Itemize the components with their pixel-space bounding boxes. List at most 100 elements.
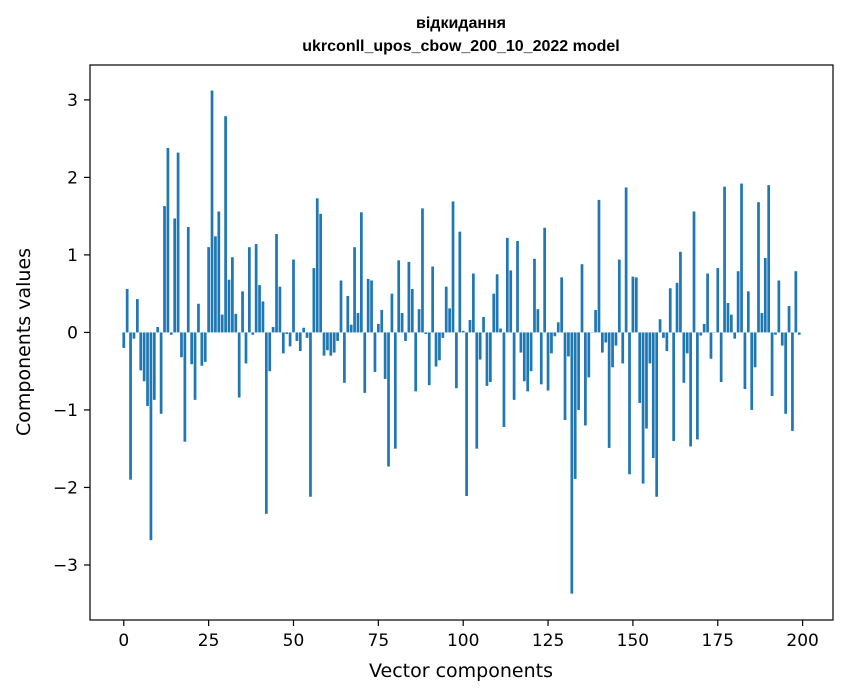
bar [305,332,309,338]
bar [349,324,353,333]
bar [692,211,696,333]
bar [261,301,265,333]
bar [696,332,699,440]
bar [679,251,682,333]
bar [346,295,350,333]
bar [139,332,143,371]
bar [746,291,750,333]
bar [645,332,648,429]
bar [546,332,550,391]
x-tick-label: 150 [617,631,649,651]
bar [298,332,302,352]
bar [631,276,635,333]
y-tick-label: 2 [67,168,78,188]
bar [163,206,166,333]
bar [682,332,686,383]
bar [709,332,713,359]
bar [360,212,363,333]
bar [424,332,428,334]
bar [356,313,360,333]
bar [570,332,574,594]
bar [763,258,767,333]
bar [702,323,706,333]
bar [380,309,384,333]
bar [135,299,139,333]
bar [315,198,319,333]
x-tick-label: 25 [198,631,220,651]
bar [533,258,536,333]
bar [169,332,173,335]
bar [465,332,468,496]
bar [458,231,462,333]
bar [414,332,418,392]
bar [797,332,801,335]
bar [628,332,631,475]
bar [651,332,655,458]
bar [638,332,642,403]
bar [611,332,614,368]
bar [729,314,733,333]
bar [231,257,234,333]
bar [448,308,451,333]
bar [716,268,720,333]
bar [522,332,526,382]
bar [516,240,519,333]
bar [604,332,608,343]
bar [224,116,227,333]
bar [594,309,597,333]
bar [149,332,153,541]
x-tick-label: 175 [702,631,734,651]
y-tick-label: −2 [53,478,78,498]
bar [736,271,740,333]
bar [373,332,377,372]
bar [675,282,679,333]
bar [431,266,435,333]
bar [624,187,628,333]
bar [499,328,502,333]
bar [193,332,197,400]
bar [220,314,224,333]
bar [200,332,204,366]
bar [434,332,438,367]
bar [634,277,638,333]
bar [719,332,723,383]
bar [777,280,781,333]
x-tick-label: 75 [368,631,390,651]
bar [577,332,580,410]
bar [780,332,784,346]
bar [258,285,261,333]
bar [383,332,387,379]
bar [787,306,791,333]
bar [573,332,577,479]
bar [774,332,777,335]
bar [275,233,278,333]
bar [122,332,126,348]
bar [393,332,397,449]
bar [641,332,645,484]
bar [159,332,163,414]
bar [203,332,207,362]
bar [288,332,292,347]
bar [427,332,431,386]
x-tick-label: 100 [447,631,479,651]
bar [753,332,757,368]
bar [492,293,496,333]
bar [560,277,563,333]
bar [197,303,200,333]
bar [295,332,299,341]
bar [672,332,675,441]
bar [563,332,567,421]
bar [214,236,217,333]
bar [519,332,523,353]
bar [241,291,244,333]
bar [665,332,669,352]
bar [207,247,210,333]
bar [743,332,747,390]
bar [186,227,190,333]
bar [390,293,394,333]
bar [539,332,543,385]
bar [285,332,289,334]
bar [339,280,343,333]
bar [312,268,316,333]
bar [794,271,798,333]
